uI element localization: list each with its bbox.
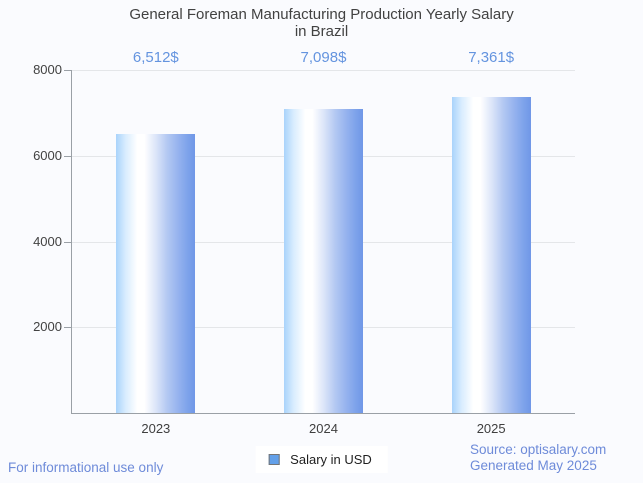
chart-title: General Foreman Manufacturing Production…	[0, 6, 643, 40]
gridline-8000	[72, 70, 575, 71]
generated-date: Generated May 2025	[470, 458, 597, 473]
bar-2025[interactable]	[451, 97, 531, 413]
bar-2024[interactable]	[284, 108, 363, 413]
legend[interactable]: Salary in USD	[255, 446, 388, 473]
y-axis-tick	[64, 241, 71, 243]
value-label-2023: 6,512$	[132, 49, 179, 66]
y-axis-label-2000: 2000	[33, 319, 62, 335]
y-axis-tick	[64, 327, 71, 329]
y-axis-label-4000: 4000	[33, 233, 62, 249]
legend-swatch-icon	[268, 454, 280, 465]
y-axis-tick	[64, 155, 71, 157]
chart-title-line-2: in Brazil	[294, 23, 349, 40]
value-label-2025: 7,361$	[468, 49, 515, 66]
x-axis-label-2025: 2025	[476, 421, 506, 436]
source-link[interactable]: Source: optisalary.com	[470, 442, 607, 457]
plot-area: 2000 4000 6000 8000 6,512$ 2023 7,098$ 2024 7,36…	[33, 49, 575, 436]
y-axis-tick	[64, 70, 71, 71]
chart-title-line-1: General Foreman Manufacturing Production…	[129, 6, 514, 23]
value-label-2024: 7,098$	[300, 49, 347, 66]
x-axis-label-2024: 2024	[309, 421, 338, 436]
legend-label: Salary in USD	[290, 452, 372, 467]
bar-2023[interactable]	[116, 133, 196, 413]
disclaimer-text: For informational use only	[8, 460, 164, 475]
y-axis-label-6000: 6000	[33, 147, 62, 163]
source-block: Source: optisalary.com Generated May 202…	[470, 442, 606, 474]
x-axis-label-2023: 2023	[141, 421, 171, 436]
y-axis-label-8000: 8000	[33, 62, 62, 77]
